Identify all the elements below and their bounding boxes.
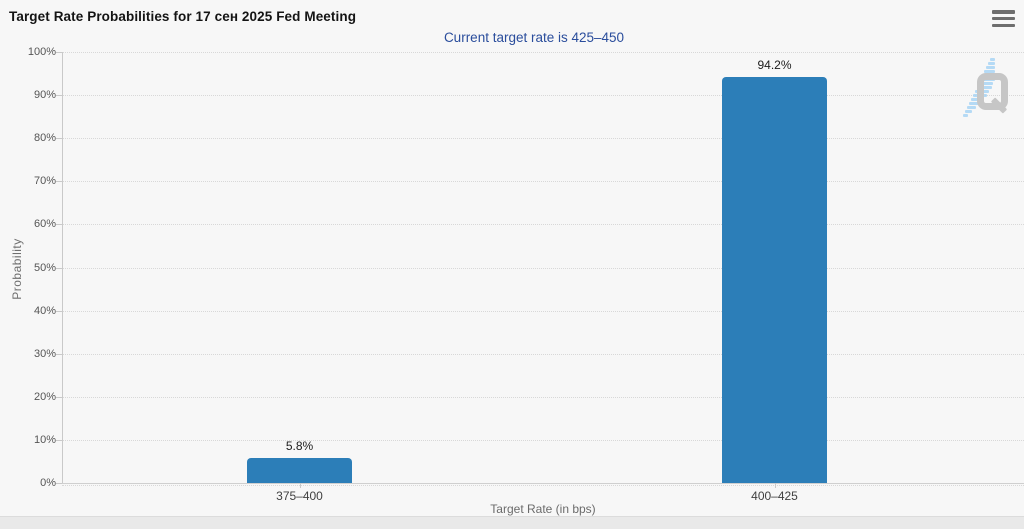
y-gridline [62,181,1024,183]
y-tick-mark [56,353,62,355]
y-gridline [62,267,1024,269]
y-gridline [62,224,1024,226]
x-axis [62,483,1024,484]
y-gridline [62,138,1024,140]
y-tick-mark [56,483,62,484]
y-tick-label: 10% [33,433,56,446]
y-tick-label: 70% [33,175,56,188]
y-tick-label: 30% [33,347,56,360]
hamburger-menu-icon[interactable] [992,10,1015,27]
y-gridline [62,439,1024,441]
x-axis-title: Target Rate (in bps) [490,502,596,516]
y-gridline [62,310,1024,312]
y-tick-label: 60% [33,218,56,231]
y-gridline [62,95,1024,97]
bar-value-label: 94.2% [757,58,792,72]
y-tick-label: 0% [40,477,56,489]
y-tick-label: 80% [33,132,56,145]
chart-subtitle: Current target rate is 425–450 [443,30,625,45]
x-tick-mark [299,483,301,488]
x-axis-dots [62,485,1024,486]
y-tick-mark [56,267,62,269]
y-tick-label: 40% [33,304,56,317]
y-tick-mark [56,224,62,226]
y-tick-mark [56,181,62,183]
x-category-label: 400–425 [751,489,798,503]
y-gridline [62,396,1024,398]
menu-bar [992,16,1015,21]
y-tick-label: 20% [33,390,56,403]
chart-title: Target Rate Probabilities for 17 сен 202… [9,9,357,24]
x-tick-mark [774,483,776,488]
y-tick-label: 50% [33,261,56,274]
bar-375–400[interactable] [247,458,352,483]
bar-400–425[interactable] [722,77,827,483]
y-axis [62,52,63,483]
y-tick-mark [56,310,62,312]
y-tick-mark [56,396,62,398]
y-tick-label: 100% [27,46,56,58]
y-gridline [62,353,1024,355]
bottom-strip [0,516,1024,529]
y-tick-mark [56,52,62,53]
x-category-label: 375–400 [276,489,323,503]
y-tick-mark [56,95,62,97]
y-tick-mark [56,439,62,441]
y-tick-mark [56,138,62,140]
y-gridline [62,52,1024,53]
y-tick-label: 90% [33,89,56,102]
bar-value-label: 5.8% [285,439,314,453]
menu-bar [992,10,1015,14]
menu-bar [992,23,1015,27]
